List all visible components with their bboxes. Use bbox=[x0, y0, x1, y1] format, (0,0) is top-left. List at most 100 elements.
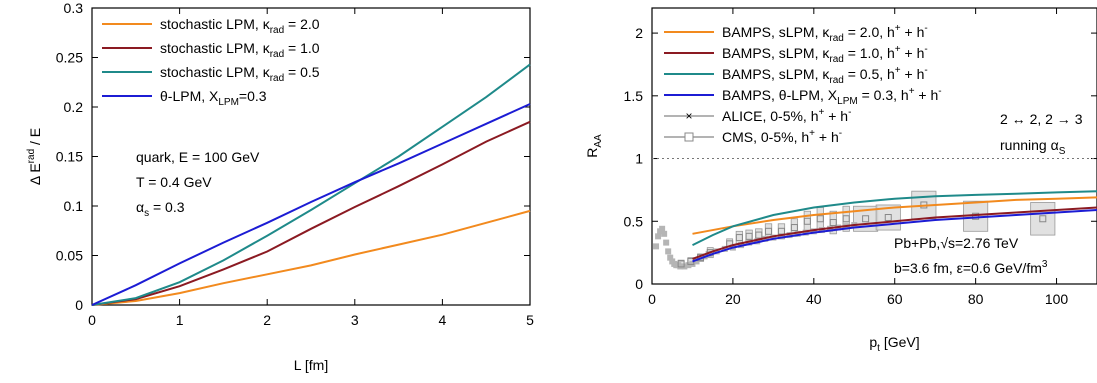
legend-label-4-part: BAMPS, θ-LPM, X bbox=[722, 87, 838, 103]
alice-point bbox=[802, 229, 809, 236]
legend-label-2-part: stochastic LPM, κ bbox=[160, 40, 271, 56]
annotation-running-coupling-part: S bbox=[1059, 146, 1066, 157]
legend-marker-x: × bbox=[685, 109, 692, 123]
cms-point bbox=[972, 212, 980, 220]
cms-point bbox=[755, 231, 763, 239]
annotation-system-part: Pb+Pb,√s=2.76 TeV bbox=[894, 235, 1019, 251]
legend-label-1-part: - bbox=[924, 23, 927, 34]
x-axis-label-part: [GeV] bbox=[880, 334, 920, 350]
legend-label-4-part: LPM bbox=[218, 97, 239, 108]
cms-sys-box bbox=[735, 230, 744, 245]
legend-label-2-part: - bbox=[924, 44, 927, 55]
series-line-3 bbox=[91, 63, 531, 306]
legend-label-4-part: =0.3 bbox=[239, 88, 267, 104]
model-line-4 bbox=[692, 209, 1097, 263]
y-axis-label-part: AA bbox=[593, 134, 604, 148]
annotation-impact-part: 3 bbox=[1042, 259, 1048, 270]
legend-label-1-part: rad bbox=[829, 33, 843, 44]
y-axis-label: Δ Erad / E bbox=[26, 128, 43, 185]
annotation-system: Pb+Pb,√s=2.76 TeV bbox=[894, 235, 1019, 251]
alice-point bbox=[665, 248, 672, 255]
model-line-1 bbox=[692, 196, 1097, 235]
x-tick-label: 60 bbox=[887, 291, 903, 307]
cms-point bbox=[862, 215, 870, 223]
y-tick-label: 0.5 bbox=[624, 213, 644, 229]
x-tick-label: 20 bbox=[725, 291, 741, 307]
x-tick-label: 100 bbox=[1045, 291, 1069, 307]
annotation-1: quark, E = 100 GeV bbox=[136, 149, 260, 165]
legend-label-3-part: rad bbox=[270, 73, 284, 84]
legend-data-label-2-part: CMS, 0-5%, h bbox=[722, 129, 809, 145]
series-line-1 bbox=[91, 209, 531, 306]
x-tick-label: 4 bbox=[439, 312, 447, 328]
alice-point bbox=[653, 243, 660, 250]
legend-label-4-part: - bbox=[938, 86, 941, 97]
annotation-running-coupling-part: running α bbox=[1000, 137, 1059, 153]
x-tick-label: 5 bbox=[526, 312, 534, 328]
y-tick-label: 2 bbox=[635, 25, 643, 41]
legend-label-1-part: = 2.0, h bbox=[844, 24, 895, 40]
legend-label-2: BAMPS, sLPM, κrad = 1.0, h+ + h- bbox=[722, 44, 928, 65]
alice-point bbox=[810, 228, 817, 235]
alice-point bbox=[655, 233, 662, 240]
legend-label-1-part: rad bbox=[270, 25, 284, 36]
annotation-3: αs = 0.3 bbox=[136, 199, 185, 219]
annotation-process-part: 2 ↔ 2, 2 → 3 bbox=[1000, 111, 1083, 127]
series-line-4 bbox=[91, 103, 531, 306]
x-tick-label: 0 bbox=[88, 312, 96, 328]
alice-point bbox=[667, 254, 674, 261]
model-line-2 bbox=[692, 206, 1097, 260]
x-tick-label: 3 bbox=[351, 312, 359, 328]
cms-point bbox=[735, 234, 743, 242]
y-axis-label-group: RAA bbox=[584, 134, 604, 158]
annotation-1-part: quark, E = 100 GeV bbox=[136, 149, 260, 165]
cms-point bbox=[816, 215, 824, 223]
model-line-3 bbox=[692, 190, 1097, 246]
cms-point bbox=[790, 224, 798, 232]
legend-label-3-part: + h bbox=[901, 66, 925, 82]
legend-label-2-part: + bbox=[895, 44, 901, 55]
alice-point bbox=[663, 239, 670, 246]
y-tick-label: 0.05 bbox=[56, 248, 83, 264]
x-tick-label: 80 bbox=[968, 291, 984, 307]
legend-label-4: BAMPS, θ-LPM, XLPM = 0.3, h+ + h- bbox=[722, 86, 942, 107]
legend-label-4-part: θ-LPM, X bbox=[160, 88, 219, 104]
y-tick-label: 0 bbox=[75, 297, 83, 313]
plot-frame bbox=[651, 7, 1097, 285]
y-tick-label: 0.2 bbox=[64, 99, 84, 115]
cms-point bbox=[884, 214, 892, 222]
cms-point bbox=[765, 227, 773, 235]
legend-label-2: stochastic LPM, κrad = 1.0 bbox=[160, 40, 320, 60]
legend-label-1-part: + bbox=[895, 23, 901, 34]
y-axis-label-part: Δ E bbox=[27, 163, 43, 185]
legend-label-3: BAMPS, sLPM, κrad = 0.5, h+ + h- bbox=[722, 65, 928, 86]
alice-point bbox=[786, 232, 793, 239]
legend-label-1-part: = 2.0 bbox=[284, 16, 320, 32]
legend-label-4-part: + h bbox=[915, 87, 939, 103]
cms-point bbox=[745, 232, 753, 240]
annotation-process: 2 ↔ 2, 2 → 3 bbox=[1000, 111, 1083, 127]
annotation-impact: b=3.6 fm, ε=0.6 GeV/fm3 bbox=[894, 259, 1048, 276]
alice-point bbox=[770, 234, 777, 241]
legend-label-3-part: = 0.5 bbox=[284, 64, 320, 80]
y-tick-label: 0.1 bbox=[64, 198, 84, 214]
legend-data-label-1-part: + bbox=[819, 107, 825, 118]
legend-label-3-part: BAMPS, sLPM, κ bbox=[722, 66, 830, 82]
annotation-3-part: α bbox=[136, 199, 144, 215]
legend-label-4-part: LPM bbox=[837, 96, 858, 107]
y-tick-label: 0 bbox=[635, 276, 643, 292]
legend-label-2-part: rad bbox=[270, 49, 284, 60]
legend-marker-square bbox=[684, 132, 694, 142]
legend-label-1-part: + h bbox=[901, 24, 925, 40]
legend-data-label-1-part: + h bbox=[824, 108, 848, 124]
legend-data-label-1-part: - bbox=[848, 107, 851, 118]
annotation-3-part: s bbox=[144, 208, 149, 219]
y-axis-label-part: R bbox=[584, 148, 600, 158]
energy-loss-chart: 0 1 2 3 4 5 0 0.05 0.1 0.15 0.2 0.25 0.3 stochastic L… bbox=[26, 0, 534, 373]
x-tick-label: 1 bbox=[176, 312, 184, 328]
alice-point bbox=[659, 225, 666, 232]
legend-label-2-part: + h bbox=[901, 45, 925, 61]
legend-data-label-2: CMS, 0-5%, h+ + h- bbox=[722, 128, 842, 145]
legend-label-4-part: = 0.3, h bbox=[858, 87, 909, 103]
